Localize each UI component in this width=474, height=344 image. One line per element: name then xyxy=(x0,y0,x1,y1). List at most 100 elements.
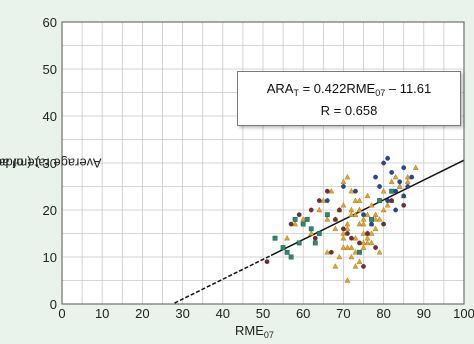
data-point xyxy=(333,217,338,222)
data-point xyxy=(272,235,278,241)
data-point xyxy=(380,188,387,194)
x-tick-label: 40 xyxy=(216,306,230,321)
x-tick-label: 10 xyxy=(95,306,109,321)
data-point xyxy=(337,207,342,213)
data-point xyxy=(292,220,299,227)
data-point xyxy=(384,202,391,208)
data-point xyxy=(404,178,411,184)
data-point xyxy=(304,216,310,222)
data-point xyxy=(348,253,355,260)
data-point xyxy=(356,220,363,227)
data-point xyxy=(376,249,383,255)
x-axis-label: RME07 xyxy=(235,323,274,340)
data-point xyxy=(401,202,407,208)
regression-line-fitted xyxy=(270,159,465,257)
data-point xyxy=(377,184,382,189)
data-point xyxy=(385,155,390,161)
data-point xyxy=(364,192,371,199)
data-point xyxy=(404,173,411,180)
data-point xyxy=(341,184,346,189)
data-point xyxy=(377,198,382,203)
data-point xyxy=(393,207,399,213)
data-point xyxy=(393,188,399,194)
data-point xyxy=(316,231,322,236)
data-point xyxy=(345,231,350,236)
data-point xyxy=(352,197,359,203)
data-point xyxy=(352,211,359,217)
data-point xyxy=(324,216,331,222)
data-point xyxy=(328,188,335,194)
data-point xyxy=(288,254,294,260)
y-tick-label: 30 xyxy=(43,156,57,171)
data-point xyxy=(344,277,351,283)
data-point xyxy=(348,244,355,250)
data-point xyxy=(336,253,343,260)
data-point xyxy=(364,211,371,217)
data-point xyxy=(381,221,386,227)
x-tick-label: 100 xyxy=(453,306,474,321)
data-point xyxy=(340,230,347,236)
data-point xyxy=(324,212,330,218)
data-point xyxy=(300,216,307,222)
data-point xyxy=(352,263,359,269)
data-point xyxy=(356,206,363,213)
data-points xyxy=(264,155,419,283)
data-point xyxy=(405,184,411,189)
correlation-coefficient: R = 0.658 xyxy=(320,103,378,118)
data-point xyxy=(348,211,355,217)
data-point xyxy=(401,193,407,199)
data-point xyxy=(352,249,359,255)
data-point xyxy=(380,206,387,213)
y-tick-label: 20 xyxy=(43,203,57,218)
data-point xyxy=(361,264,366,269)
y-tick-label: 0 xyxy=(50,297,57,312)
x-tick-label: 30 xyxy=(175,306,189,321)
data-point xyxy=(352,235,359,241)
y-tick-label: 50 xyxy=(43,62,57,77)
x-tick-label: 90 xyxy=(417,306,431,321)
data-point xyxy=(332,263,339,269)
data-point xyxy=(284,249,290,255)
data-point xyxy=(332,225,339,231)
grid xyxy=(61,21,465,305)
data-point xyxy=(360,220,367,227)
x-tick-label: 20 xyxy=(135,306,149,321)
data-point xyxy=(368,202,375,208)
data-point xyxy=(365,231,370,236)
data-point xyxy=(392,173,399,180)
data-point xyxy=(409,174,415,180)
data-point xyxy=(389,188,395,194)
data-point xyxy=(369,216,374,222)
data-point xyxy=(340,244,347,250)
data-point xyxy=(344,173,351,180)
data-point xyxy=(412,164,419,170)
data-point xyxy=(320,197,327,203)
regression-equation: ARAT = 0.422RME07 – 11.61 xyxy=(266,81,432,98)
equation-box: ARAT = 0.422RME07 – 11.61 R = 0.658 xyxy=(237,71,461,126)
data-point xyxy=(288,221,294,227)
data-point xyxy=(348,188,355,194)
data-point xyxy=(369,221,374,227)
data-point xyxy=(328,249,334,255)
data-point xyxy=(376,216,383,222)
data-point xyxy=(344,220,351,227)
data-point xyxy=(364,239,371,246)
tick-labels: 0 10 20 30 40 50 60 70 80 90 100 0 10 20 30 40 50 60 xyxy=(43,15,474,321)
data-point xyxy=(360,230,367,236)
data-point xyxy=(368,230,375,236)
data-point xyxy=(373,174,378,180)
data-point xyxy=(324,198,330,203)
data-point xyxy=(389,170,394,175)
data-point xyxy=(316,206,323,213)
data-point xyxy=(360,216,367,222)
data-point xyxy=(389,198,394,203)
data-point xyxy=(356,197,363,203)
data-point xyxy=(381,160,386,166)
data-point xyxy=(308,226,314,232)
data-point xyxy=(292,216,298,222)
data-point xyxy=(385,198,390,203)
data-point xyxy=(364,235,371,241)
x-tick-label: 50 xyxy=(256,306,270,321)
data-point xyxy=(324,188,330,194)
